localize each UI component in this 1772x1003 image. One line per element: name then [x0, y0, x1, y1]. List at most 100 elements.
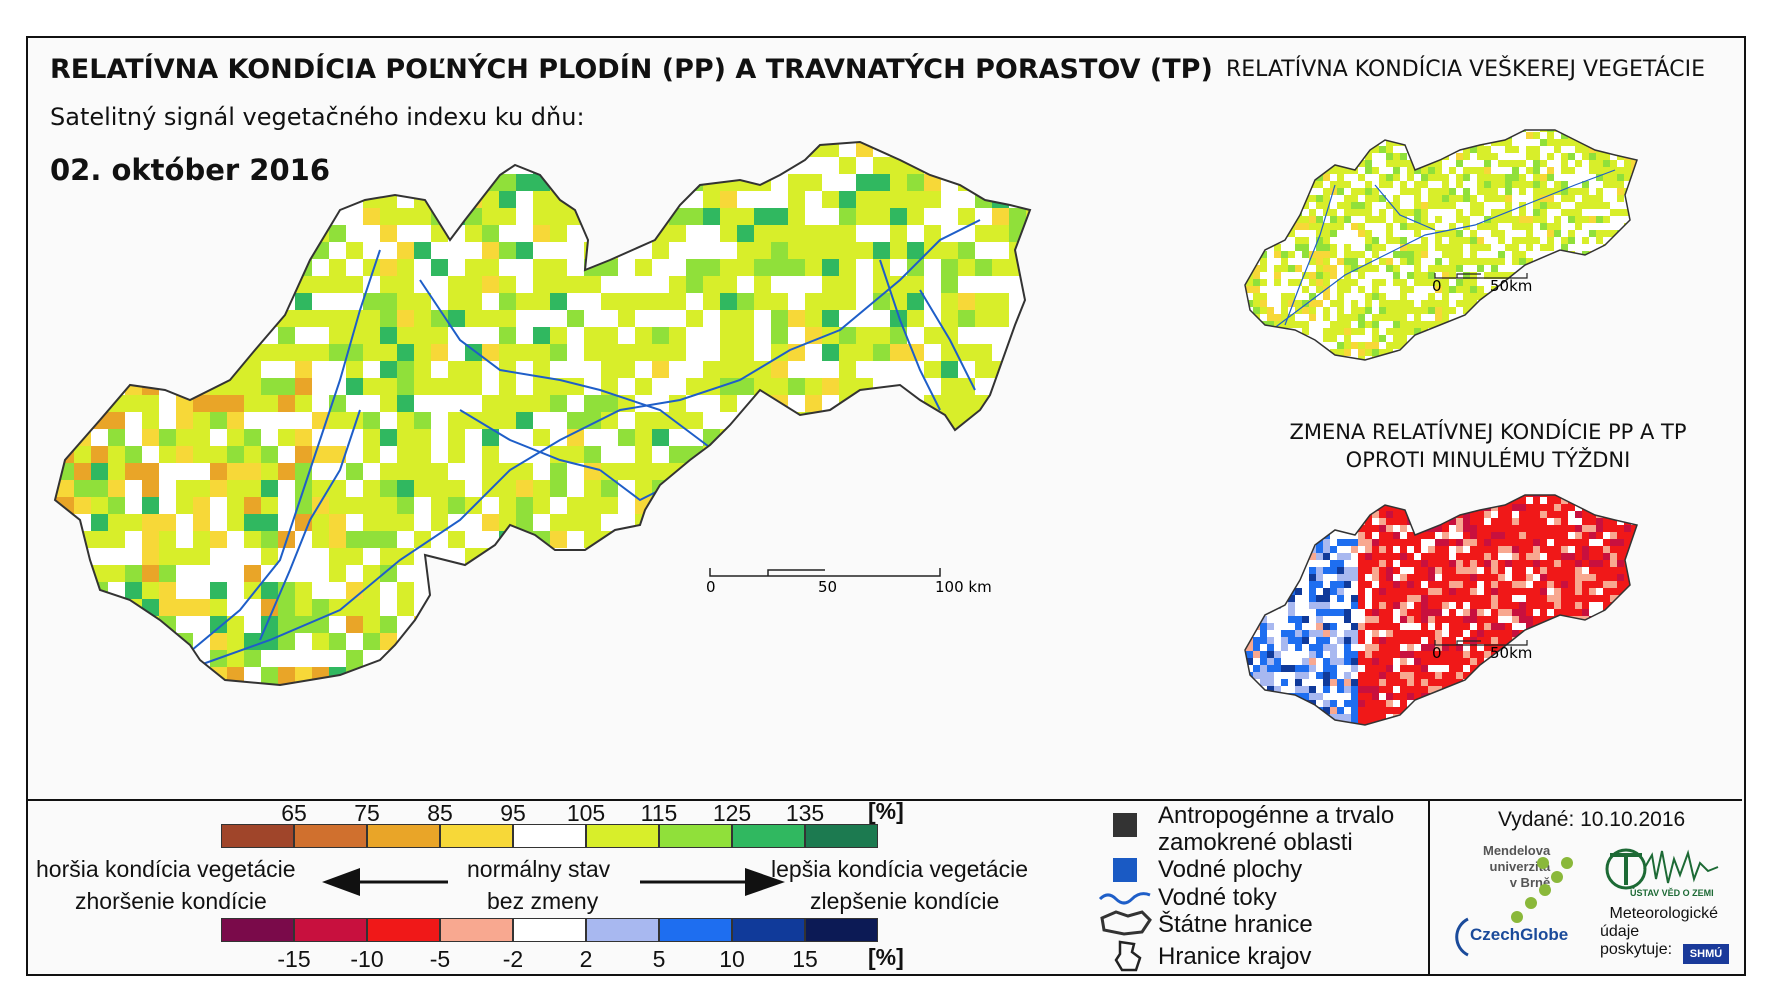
- map-cell: [346, 310, 363, 327]
- map-cell: [1274, 132, 1281, 139]
- map-cell: [1526, 251, 1533, 258]
- map-cell: [1526, 511, 1533, 518]
- map-cell: [669, 582, 686, 599]
- map-cell: [1491, 511, 1498, 518]
- map-cell: [1281, 574, 1288, 581]
- map-cell: [1288, 356, 1295, 360]
- map-cell: [1344, 237, 1351, 244]
- map-cell: [856, 497, 873, 514]
- map-cell: [550, 429, 567, 446]
- map-cell: [1519, 546, 1526, 553]
- map-cell: [1547, 286, 1554, 293]
- map-cell: [380, 344, 397, 361]
- map-cell: [1372, 181, 1379, 188]
- map-cell: [1484, 328, 1491, 335]
- map-cell: [482, 327, 499, 344]
- map-cell: [1589, 188, 1596, 195]
- map-cell: [1561, 130, 1568, 132]
- map-cell: [1267, 146, 1274, 153]
- map-cell: [55, 514, 57, 531]
- map-cell: [1246, 209, 1253, 216]
- map-cell: [1470, 139, 1477, 146]
- map-cell: [1302, 209, 1309, 216]
- map-cell: [941, 633, 958, 650]
- map-cell: [669, 142, 686, 157]
- map-cell: [1337, 181, 1344, 188]
- map-cell: [1638, 132, 1645, 139]
- map-cell: [414, 429, 431, 446]
- map-cell: [295, 242, 312, 259]
- map-cell: [346, 225, 363, 242]
- map-cell: [941, 514, 958, 531]
- map-cell: [329, 565, 346, 582]
- map-cell: [176, 514, 193, 531]
- map-cell: [1246, 497, 1253, 504]
- map-cell: [1407, 244, 1414, 251]
- map-cell: [57, 242, 74, 259]
- map-cell: [958, 361, 975, 378]
- map-cell: [1267, 293, 1274, 300]
- map-cell: [1281, 581, 1288, 588]
- map-cell: [1470, 532, 1477, 539]
- map-cell: [227, 463, 244, 480]
- map-cell: [1337, 195, 1344, 202]
- change-map: 0 50km: [1244, 494, 1645, 726]
- map-cell: [278, 327, 295, 344]
- map-cell: [1554, 209, 1561, 216]
- map-cell: [1232, 279, 1239, 286]
- map-cell: [1617, 237, 1624, 244]
- map-cell: [1400, 202, 1407, 209]
- map-cell: [465, 480, 482, 497]
- map-cell: [1449, 495, 1456, 497]
- map-cell: [499, 599, 516, 616]
- map-cell: [1617, 532, 1624, 539]
- map-cell: [1414, 293, 1421, 300]
- map-cell: [1009, 395, 1026, 412]
- map-cell: [1295, 174, 1302, 181]
- map-cell: [601, 599, 618, 616]
- map-cell: [1582, 181, 1589, 188]
- map-cell: [873, 344, 890, 361]
- map-cell: [1561, 335, 1568, 342]
- map-cell: [159, 208, 176, 225]
- map-cell: [346, 327, 363, 344]
- map-cell: [159, 157, 176, 174]
- map-cell: [1547, 130, 1554, 132]
- map-cell: [414, 378, 431, 395]
- map-cell: [1295, 581, 1302, 588]
- map-cell: [1400, 518, 1407, 525]
- map-cell: [193, 446, 210, 463]
- map-cell: [1295, 181, 1302, 188]
- map-cell: [737, 497, 754, 514]
- map-cell: [1358, 574, 1365, 581]
- map-cell: [1589, 258, 1596, 265]
- map-cell: [839, 616, 856, 633]
- map-cell: [1309, 567, 1316, 574]
- map-cell: [1610, 363, 1617, 370]
- map-cell: [1554, 532, 1561, 539]
- map-cell: [686, 531, 703, 548]
- map-cell: [941, 276, 958, 293]
- map-cell: [1288, 567, 1295, 574]
- map-cell: [431, 276, 448, 293]
- map-cell: [1267, 532, 1274, 539]
- map-cell: [1610, 532, 1617, 539]
- map-cell: [1617, 272, 1624, 279]
- map-cell: [805, 548, 822, 565]
- map-cell: [465, 191, 482, 208]
- map-cell: [278, 599, 295, 616]
- map-cell: [1288, 504, 1295, 511]
- map-cell: [618, 327, 635, 344]
- map-cell: [397, 667, 414, 684]
- map-cell: [1295, 146, 1302, 153]
- map-cell: [1330, 195, 1337, 202]
- map-cell: [397, 208, 414, 225]
- map-cell: [414, 514, 431, 531]
- map-cell: [346, 446, 363, 463]
- map-cell: [74, 327, 91, 344]
- map-cell: [1519, 244, 1526, 251]
- map-cell: [312, 395, 329, 412]
- map-cell: [1638, 532, 1645, 539]
- map-cell: [1253, 272, 1260, 279]
- map-cell: [74, 480, 91, 497]
